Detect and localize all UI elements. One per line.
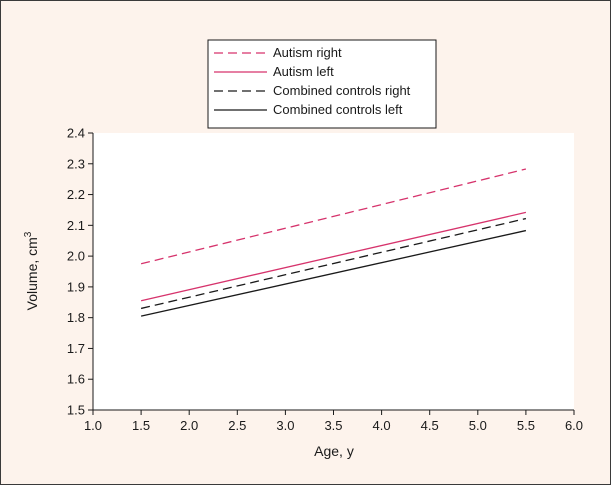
- axes: 1.0 1.5 2.0 2.5 3.0 3.5 4.0 4.5 5.0 5.5 6.01.51.61…: [67, 126, 583, 434]
- legend-entry-label: Combined controls right: [273, 83, 411, 98]
- y-tick-label: 2.2: [67, 187, 85, 202]
- x-tick-label: 3.5: [324, 418, 342, 433]
- x-tick-label: 5.5: [517, 418, 535, 433]
- plot-area: [93, 133, 574, 410]
- x-tick-label: 5.0: [469, 418, 487, 433]
- y-tick-label: 2.4: [67, 126, 85, 141]
- y-axis-label-superscript: 3: [23, 231, 34, 237]
- y-tick-label: 1.7: [67, 341, 85, 356]
- y-tick-label: 2.0: [67, 249, 85, 264]
- x-tick-label: 2.0: [180, 418, 198, 433]
- series-line-autism-right: [140, 168, 527, 265]
- y-tick-label: 1.6: [67, 372, 85, 387]
- legend: Autism right Autism left Combined controls…: [207, 39, 437, 129]
- x-tick-label: 1.0: [84, 418, 102, 433]
- series-line-combined-controls-right: [140, 217, 527, 310]
- x-tick-label: 1.5: [132, 418, 150, 433]
- legend-entry-label: Combined controls left: [273, 102, 403, 117]
- x-tick-label: 3.0: [276, 418, 294, 433]
- legend-entry-label: Autism left: [273, 64, 334, 79]
- y-axis-label-text: Volume, cm: [24, 237, 40, 310]
- series-layer: [140, 168, 527, 317]
- x-tick-label: 6.0: [565, 418, 583, 433]
- x-tick-label: 4.0: [373, 418, 391, 433]
- y-tick-label: 1.8: [67, 310, 85, 325]
- x-axis-label: Age, y: [314, 443, 354, 459]
- y-tick-label: 1.5: [67, 403, 85, 418]
- legend-box: [207, 39, 437, 129]
- x-tick-label: 2.5: [228, 418, 246, 433]
- y-tick-label: 1.9: [67, 279, 85, 294]
- x-tick-label: 4.5: [421, 418, 439, 433]
- series-line-combined-controls-left: [140, 229, 527, 317]
- series-line-autism-left: [140, 211, 527, 302]
- y-tick-label: 2.3: [67, 156, 85, 171]
- legend-entry-label: Autism right: [273, 45, 342, 60]
- y-axis-label: Volume, cm3: [23, 231, 40, 310]
- y-tick-label: 2.1: [67, 218, 85, 233]
